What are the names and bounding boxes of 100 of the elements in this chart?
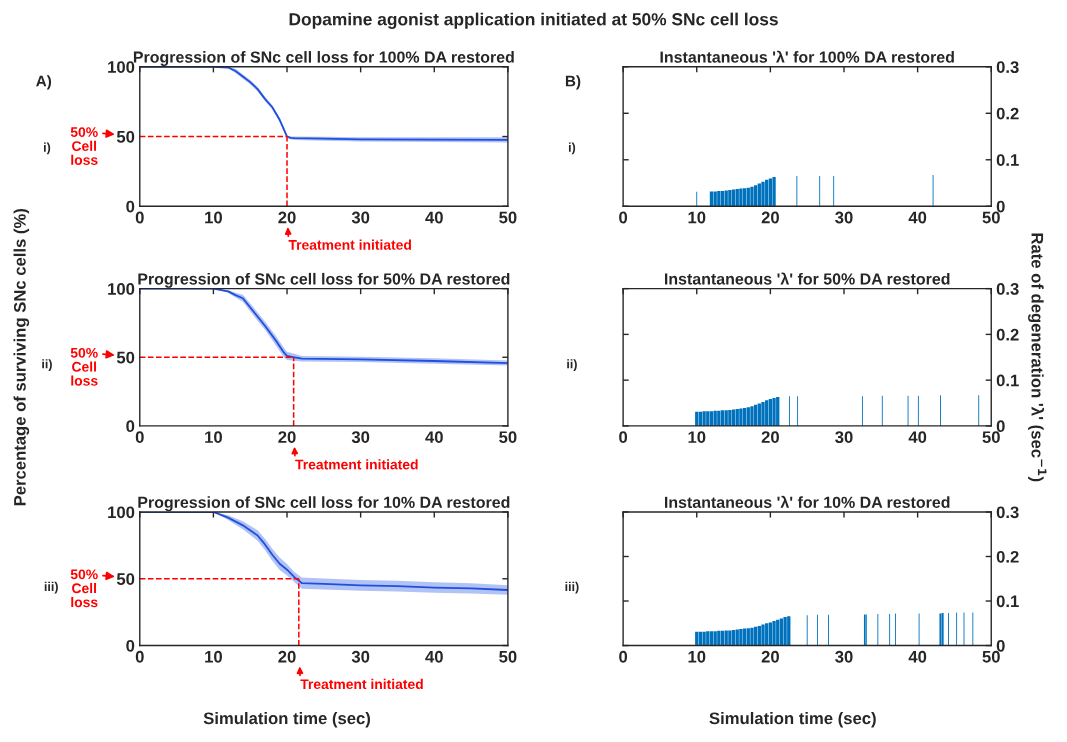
x-tick-label: 0: [135, 431, 144, 444]
x-tick-label: 30: [351, 650, 370, 663]
bar: [750, 186, 754, 207]
y-tick-label: 0: [126, 420, 135, 433]
y-axis-title: Rate of degeneration 'λ' (sec$^{−1}$): [1028, 233, 1047, 482]
text: i): [568, 142, 576, 155]
x-tick-label: 30: [835, 650, 853, 663]
y-tick-label: 0: [996, 639, 1005, 652]
x-tick-label: 40: [908, 431, 927, 444]
chart-title: Instantaneous 'λ' for 100% DA restored: [660, 50, 954, 63]
x-tick-label: 20: [761, 650, 779, 663]
y-tick-label: 100: [108, 283, 135, 295]
bar: [761, 624, 765, 646]
bar: [702, 411, 706, 426]
x-tick-label: 10: [205, 431, 222, 444]
x-tick-label: 30: [835, 211, 853, 224]
y-tick-label: 100: [108, 61, 135, 73]
text: iii): [565, 581, 579, 594]
y-tick-label: 0.2: [996, 107, 1019, 120]
bar: [709, 191, 714, 207]
y-tick-label: 0: [996, 420, 1005, 433]
bar: [787, 616, 791, 646]
bar: [772, 621, 776, 646]
x-tick-label: 0: [135, 650, 144, 663]
text: iii): [44, 581, 58, 594]
y-tick-label: 50: [116, 130, 135, 143]
ref-line-label: Treatment initiated: [288, 239, 411, 250]
text: A): [36, 75, 52, 90]
y-tick-label: 0.3: [996, 61, 1019, 74]
bar: [702, 631, 706, 646]
x-tick-label: 20: [278, 650, 296, 663]
bar: [739, 629, 743, 646]
chart-title: Progression of SNc cell loss for 50% DA restored: [138, 272, 510, 288]
x-tick-label: 30: [835, 431, 853, 444]
bar: [783, 617, 787, 646]
bar: [728, 630, 732, 646]
bar: [761, 181, 765, 207]
y-tick-label: 0: [996, 200, 1005, 213]
ref-line-label: 50% Cell loss: [70, 569, 98, 608]
ref-line-label: Treatment initiated: [300, 678, 423, 690]
y-tick-label: 50: [116, 573, 135, 585]
bar: [728, 409, 732, 426]
bar: [739, 408, 743, 426]
bar: [768, 178, 773, 207]
bar: [713, 191, 717, 207]
chart-title: Instantaneous 'λ' for 50% DA restored: [664, 272, 950, 285]
x-tick-label: 30: [351, 211, 370, 224]
x-tick-label: 10: [688, 211, 706, 224]
y-tick-label: 0.1: [996, 374, 1019, 387]
bar: [772, 398, 776, 426]
x-tick-label: 20: [761, 211, 779, 224]
x-axis-title: Simulation time (sec): [709, 711, 876, 728]
x-tick-label: 50: [499, 431, 517, 444]
y-tick-label: 0.2: [996, 328, 1019, 341]
x-axis-title: Simulation time (sec): [203, 711, 371, 728]
y-tick-label: 0.2: [996, 550, 1019, 563]
x-tick-label: 40: [425, 650, 443, 663]
bar: [779, 618, 784, 646]
x-tick-label: 20: [278, 431, 296, 444]
x-tick-label: 50: [499, 650, 517, 663]
bar: [739, 188, 743, 207]
x-tick-label: 50: [499, 211, 517, 224]
x-tick-label: 0: [619, 211, 628, 224]
y-axis-title: Percentage of surviving SNc cells (%): [13, 208, 30, 506]
x-tick-label: 10: [205, 650, 222, 663]
bar: [750, 406, 754, 426]
y-tick-label: 100: [108, 506, 135, 519]
text: ii): [567, 359, 577, 371]
x-tick-label: 0: [619, 650, 628, 663]
x-tick-label: 40: [425, 211, 443, 224]
x-tick-label: 20: [278, 211, 296, 224]
chart-title: Progression of SNc cell loss for 10% DA restored: [138, 496, 510, 512]
y-tick-label: 0: [126, 639, 135, 652]
x-tick-label: 20: [761, 431, 779, 444]
chart-title: Progression of SNc cell loss for 100% DA restored: [133, 51, 514, 66]
y-tick-label: 0: [126, 200, 135, 213]
bar: [724, 630, 728, 646]
bar: [772, 176, 776, 207]
x-tick-label: 10: [688, 431, 706, 444]
ref-line-label: 50% Cell loss: [70, 347, 98, 386]
bar: [768, 622, 773, 646]
text: i): [44, 142, 51, 155]
bar: [753, 185, 758, 207]
y-tick-label: 0.3: [996, 506, 1019, 519]
y-tick-label: 0.1: [996, 595, 1019, 608]
text: B): [565, 75, 581, 90]
x-tick-label: 10: [688, 650, 706, 663]
x-tick-label: 30: [351, 431, 370, 444]
y-tick-label: 0.1: [996, 154, 1019, 166]
text: ii): [42, 359, 52, 371]
text: Dopamine agonist application initiated at 50% SNc cell loss: [289, 12, 778, 29]
x-tick-label: 10: [205, 211, 222, 224]
bar: [761, 402, 765, 426]
x-tick-label: 40: [908, 650, 927, 663]
y-tick-label: 50: [116, 351, 135, 364]
x-tick-label: 0: [135, 211, 144, 224]
ref-line-label: Treatment initiated: [295, 459, 418, 470]
bar: [724, 190, 728, 207]
bar: [742, 188, 747, 207]
chart-title: Instantaneous 'λ' for 10% DA restored: [664, 495, 950, 508]
